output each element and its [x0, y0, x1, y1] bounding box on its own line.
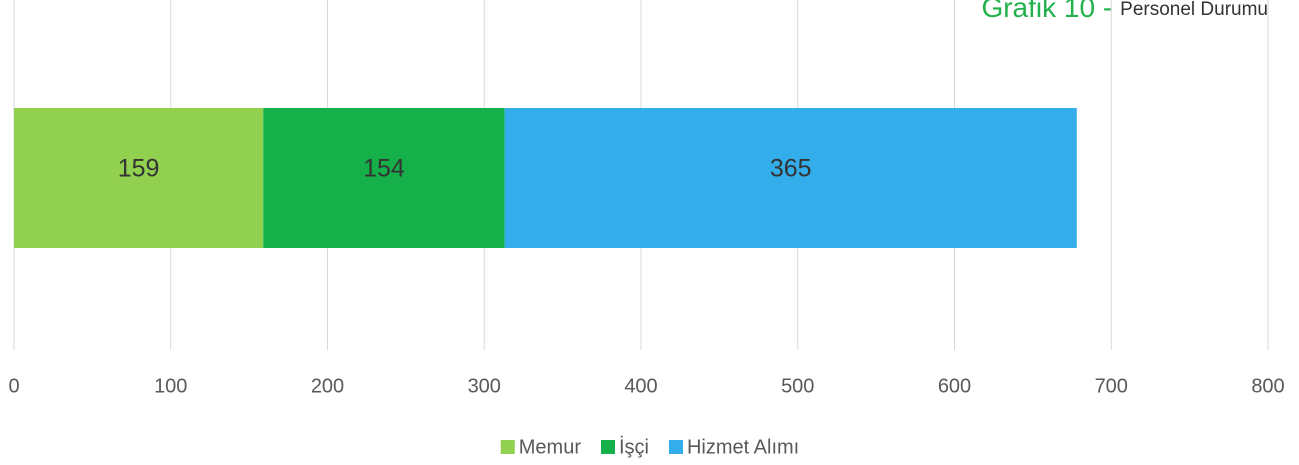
x-tick-label: 200	[311, 375, 344, 397]
x-tick-label: 100	[154, 375, 187, 397]
x-tick-label: 0	[8, 375, 19, 397]
legend-swatch	[500, 440, 515, 454]
subtitle: Personel Durumu	[1120, 0, 1268, 20]
x-tick-label: 700	[1095, 375, 1128, 397]
data-label: 159	[118, 155, 160, 183]
legend-swatch	[600, 440, 615, 454]
x-tick-label: 500	[781, 375, 814, 397]
data-label: 365	[770, 155, 812, 183]
legend-label: Hizmet Alımı	[687, 436, 799, 458]
bar-segment	[14, 108, 264, 248]
title: Grafik 10 -	[981, 0, 1112, 23]
x-tick-label: 300	[468, 375, 501, 397]
chart-title: Grafik 10 - Personel Durumu	[981, 0, 1268, 23]
data-label: 154	[363, 155, 405, 183]
x-tick-label: 600	[938, 375, 971, 397]
legend-label: İşçi	[619, 435, 649, 458]
x-tick-label: 800	[1251, 375, 1284, 397]
bar-segment	[263, 108, 505, 248]
bar-segment	[504, 108, 1077, 248]
legend-label: Memur	[519, 436, 582, 458]
legend-swatch	[668, 440, 683, 454]
x-tick-label: 400	[624, 375, 657, 397]
